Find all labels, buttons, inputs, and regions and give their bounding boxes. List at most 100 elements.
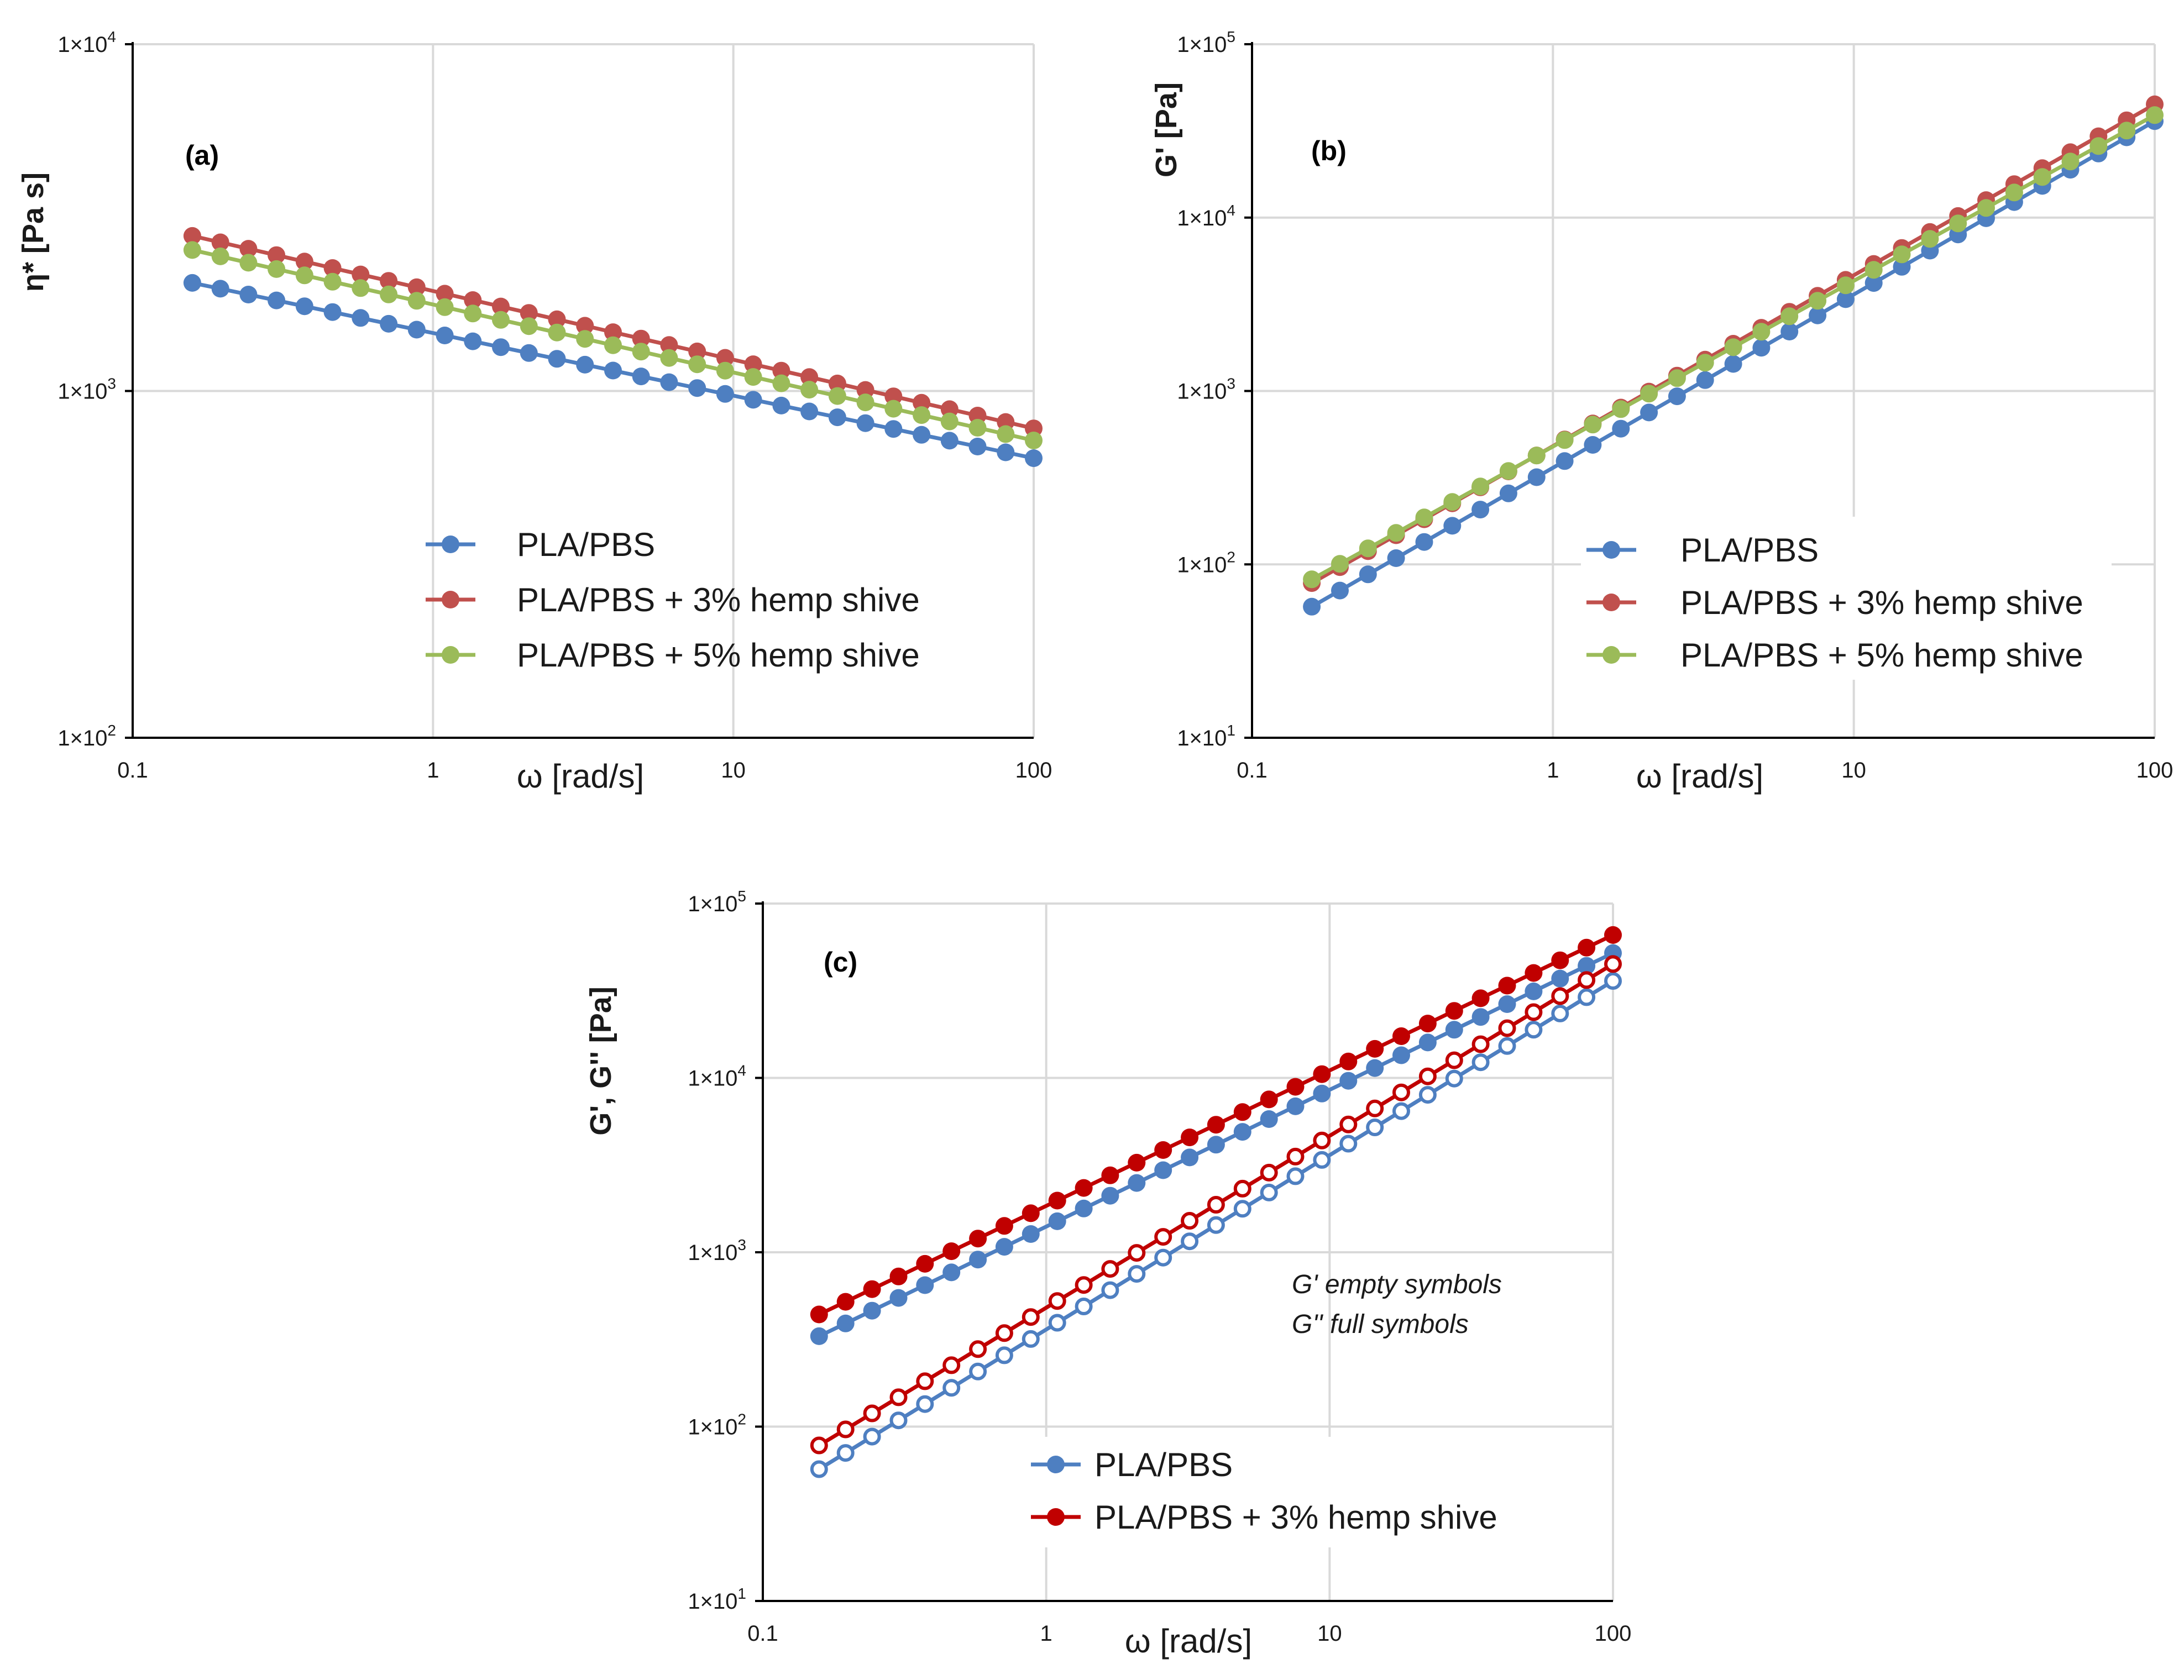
data-point [810,1327,828,1345]
data-point [1668,369,1686,387]
x-tick-label: 1 [1547,758,1559,783]
legend-item: PLA/PBS [1586,532,1819,569]
data-point [1584,436,1602,454]
data-point [968,419,987,437]
series-c-2 [810,972,1622,1478]
data-point [1313,1151,1331,1169]
legend-item: PLA/PBS + 3% hemp shive [1586,584,2083,621]
data-point [1809,306,1827,324]
data-point [1339,1135,1358,1153]
data-point [1303,570,1321,589]
data-point [1696,371,1714,389]
data-point [1154,1228,1172,1246]
data-point [810,1305,828,1324]
series-a-2 [183,241,1043,449]
series-b-2 [1303,106,2164,589]
data-point [889,1289,908,1307]
data-point [1780,323,1799,340]
data-point [1286,1167,1305,1185]
data-point [1921,230,1939,248]
y-tick-exponent: 4 [1227,202,1235,219]
data-point [1286,1147,1305,1166]
y-tick-label: 1×103 [688,1236,746,1265]
data-point [183,227,201,245]
data-point [1471,989,1490,1007]
data-point [1551,987,1569,1005]
data-point [1893,258,1911,276]
data-point [1584,416,1602,434]
annotation-text: G' empty symbols [1292,1270,1502,1299]
data-point [407,321,426,339]
data-point [2118,122,2136,140]
data-point [436,327,454,344]
data-point [1339,1072,1358,1090]
data-point [1551,951,1569,969]
data-point [716,349,734,367]
data-point [1387,549,1405,567]
data-point [1471,477,1490,496]
data-point [1949,214,1967,233]
legend-marker [1602,646,1620,664]
data-point [916,1395,934,1413]
data-point [1415,508,1433,527]
legend-marker [1047,1456,1065,1473]
y-tick-label: 1×103 [57,375,116,404]
data-point [863,1404,881,1422]
data-point [1154,1161,1172,1179]
data-point [969,1251,987,1269]
data-point [800,402,819,421]
data-point [1048,1212,1066,1230]
data-point [604,323,622,342]
data-point [995,1346,1013,1364]
data-point [940,400,959,418]
data-point [1578,971,1596,989]
data-point [1022,1308,1040,1326]
data-point [604,361,622,380]
legend-label: PLA/PBS + 3% hemp shive [1680,584,2083,621]
legend-marker [1047,1508,1065,1526]
data-point [1578,988,1596,1006]
data-point [1893,245,1911,264]
data-point [1286,1097,1305,1115]
legend-item: PLA/PBS [1031,1446,1233,1483]
legend-label: PLA/PBS + 3% hemp shive [517,581,920,618]
series-a-0 [183,274,1043,468]
series-c-3 [810,955,1622,1455]
y-tick-label: 1×105 [1177,28,1235,57]
data-point [997,413,1015,431]
data-point [1366,1040,1384,1058]
data-point [1025,449,1043,468]
data-point [1555,431,1574,449]
data-point [1640,385,1658,403]
data-point [1128,1265,1146,1283]
y-tick-base: 1×10 [688,892,737,916]
data-point [1525,1003,1543,1021]
y-tick-exponent: 2 [107,722,116,739]
x-tick-label: 10 [1841,758,1866,783]
data-point [913,406,931,424]
data-point [772,374,790,392]
x-tick-label: 1 [1040,1621,1052,1646]
data-point [828,387,846,405]
data-point [969,1362,987,1380]
data-point [916,1372,934,1390]
legend-item: PLA/PBS + 3% hemp shive [426,581,920,618]
data-point [1101,1260,1119,1278]
data-point [1525,1021,1543,1039]
data-point [1313,1065,1331,1083]
legend-background [1581,517,2112,680]
series-c-1 [810,926,1622,1324]
data-point [1260,1090,1278,1109]
data-point [1527,468,1546,486]
legend-label: PLA/PBS + 5% hemp shive [517,637,920,674]
data-point [1128,1174,1146,1192]
data-point [1977,199,1995,217]
data-point [1445,1069,1463,1088]
y-tick-exponent: 3 [737,1236,746,1253]
y-tick-base: 1×10 [1177,206,1227,230]
data-point [1471,1053,1490,1072]
y-tick-label: 1×104 [1177,202,1235,230]
data-point [1048,1314,1066,1332]
data-point [1075,1298,1093,1315]
